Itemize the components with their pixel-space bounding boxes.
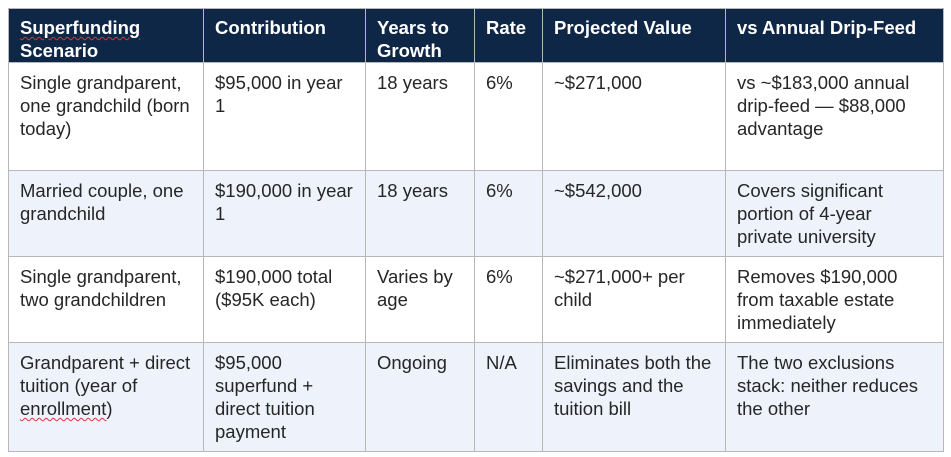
cell-rate: N/A [474,342,543,452]
cell-projected-value: ~$271,000 [542,62,726,171]
table-row: Married couple, one grandchild $190,000 … [8,170,944,257]
header-vs-annual-drip-feed: vs Annual Drip-Feed [725,8,944,63]
spelling-flag: enrollment [20,398,107,419]
cell-scenario: Grandparent + direct tuition (year of en… [8,342,204,452]
header-scenario: Superfunding Scenario [8,8,204,63]
cell-contribution: $190,000 in year 1 [203,170,366,257]
cell-scenario: Single grandparent, two grandchildren [8,256,204,343]
cell-rate: 6% [474,256,543,343]
cell-contribution: $95,000 in year 1 [203,62,366,171]
header-contribution: Contribution [203,8,366,63]
cell-projected-value: ~$542,000 [542,170,726,257]
cell-projected-value: ~$271,000+ per child [542,256,726,343]
header-projected-value: Projected Value [542,8,726,63]
cell-scenario: Single grandparent, one grandchild (born… [8,62,204,171]
table-row: Single grandparent, one grandchild (born… [8,62,944,171]
cell-contribution: $95,000 superfund + direct tuition payme… [203,342,366,452]
header-rate: Rate [474,8,543,63]
cell-vs-annual-drip-feed: Removes $190,000 from taxable estate imm… [725,256,944,343]
cell-years-to-growth: Varies by age [365,256,475,343]
cell-vs-annual-drip-feed: Covers significant portion of 4-year pri… [725,170,944,257]
table-row: Grandparent + direct tuition (year of en… [8,342,944,452]
cell-rate: 6% [474,62,543,171]
cell-contribution: $190,000 total ($95K each) [203,256,366,343]
table-container: Superfunding Scenario Contribution Years… [8,8,944,452]
header-row: Superfunding Scenario Contribution Years… [8,8,944,63]
table-row: Single grandparent, two grandchildren $1… [8,256,944,343]
cell-rate: 6% [474,170,543,257]
cell-scenario: Married couple, one grandchild [8,170,204,257]
cell-years-to-growth: 18 years [365,170,475,257]
cell-years-to-growth: 18 years [365,62,475,171]
cell-vs-annual-drip-feed: vs ~$183,000 annual drip-feed — $88,000 … [725,62,944,171]
cell-projected-value: Eliminates both the savings and the tuit… [542,342,726,452]
spelling-flag: Superfunding [20,17,141,38]
header-years-to-growth: Years to Growth [365,8,475,63]
cell-years-to-growth: Ongoing [365,342,475,452]
superfunding-table: Superfunding Scenario Contribution Years… [8,8,944,452]
cell-vs-annual-drip-feed: The two exclusions stack: neither reduce… [725,342,944,452]
